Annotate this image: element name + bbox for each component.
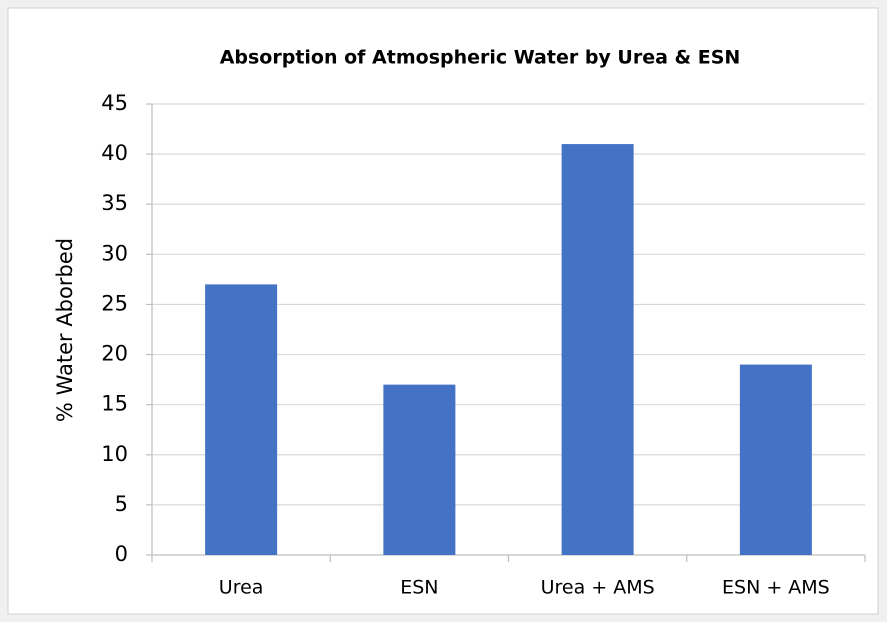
bar: [383, 384, 456, 555]
y-tick-label: 0: [115, 542, 128, 566]
chart-title: Absorption of Atmospheric Water by Urea …: [220, 47, 741, 69]
bar: [561, 144, 634, 556]
y-tick-label: 35: [101, 191, 128, 215]
y-tick-label: 25: [101, 291, 128, 315]
bar: [739, 364, 812, 555]
y-tick-label: 40: [101, 141, 128, 165]
y-tick-label: 5: [115, 492, 128, 516]
x-tick-label: Urea: [219, 577, 264, 599]
y-tick-label: 20: [101, 342, 128, 366]
y-tick-label: 30: [101, 241, 128, 265]
x-tick-label: Urea + AMS: [541, 577, 655, 599]
y-tick-label: 10: [101, 442, 128, 466]
y-axis-label: % Water Aborbed: [53, 238, 77, 422]
bar: [205, 284, 278, 555]
y-tick-label: 15: [101, 392, 128, 416]
x-tick-label: ESN + AMS: [722, 577, 830, 599]
x-tick-label: ESN: [400, 577, 438, 599]
y-tick-label: 45: [101, 91, 128, 115]
